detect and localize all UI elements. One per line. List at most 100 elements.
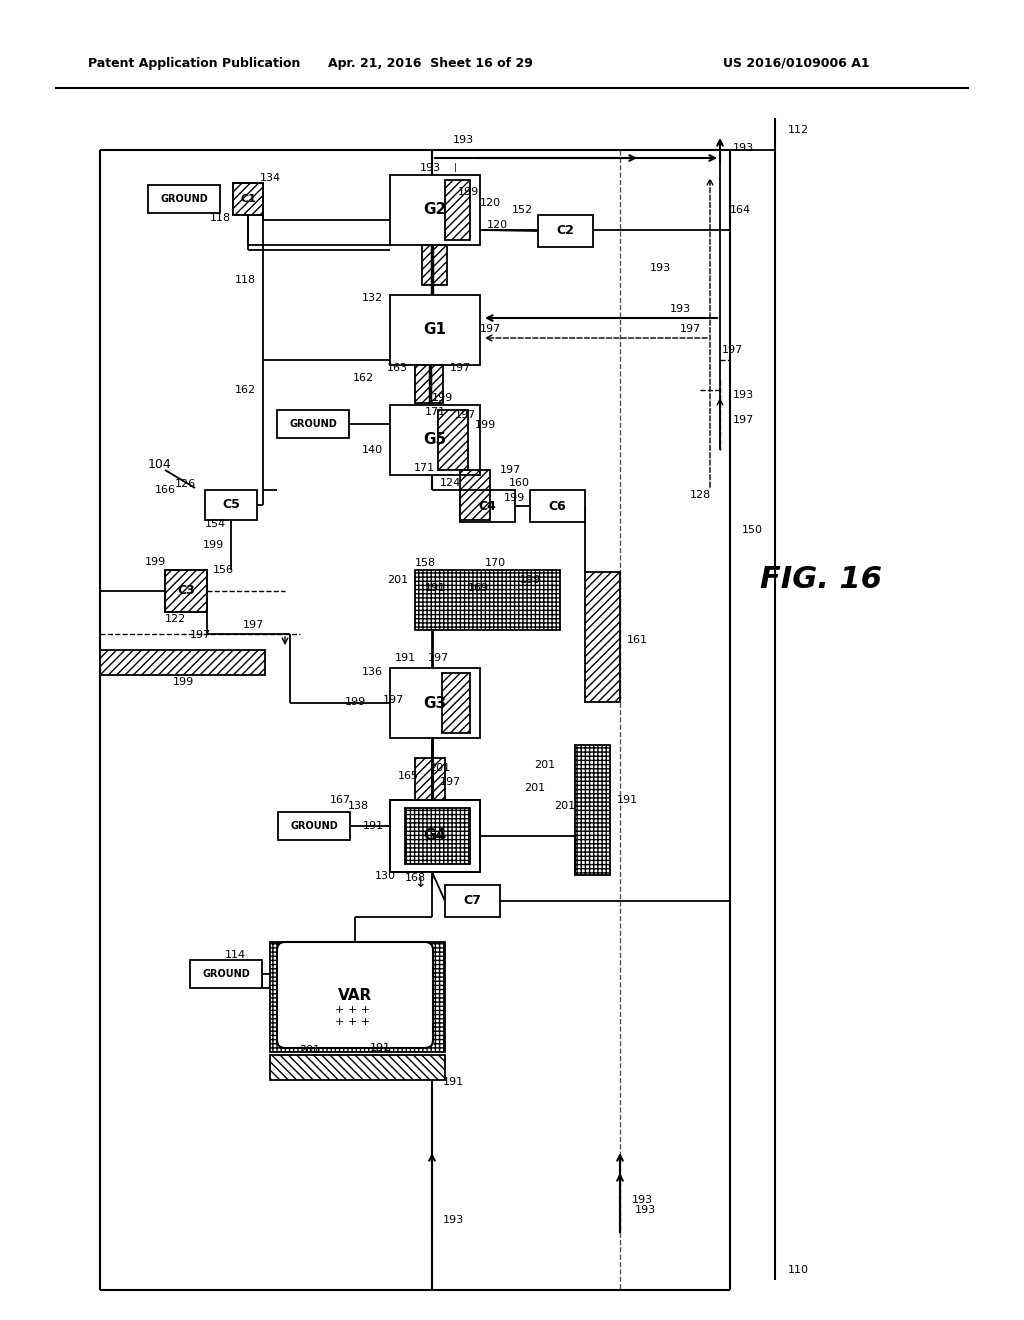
Text: + + +: + + + bbox=[336, 1016, 371, 1027]
Text: 162: 162 bbox=[352, 374, 374, 383]
Text: 197: 197 bbox=[680, 323, 701, 334]
Text: 160: 160 bbox=[509, 478, 530, 488]
Text: 110: 110 bbox=[788, 1265, 809, 1275]
Text: C4: C4 bbox=[478, 499, 497, 512]
Text: 169: 169 bbox=[467, 583, 488, 593]
Text: 134: 134 bbox=[259, 173, 281, 183]
Bar bbox=[270, 942, 445, 1052]
Bar bbox=[165, 570, 207, 612]
Text: 164: 164 bbox=[729, 205, 751, 215]
Text: 152: 152 bbox=[511, 205, 532, 215]
Text: 197: 197 bbox=[382, 696, 403, 705]
Bar bbox=[415, 366, 443, 403]
Bar bbox=[270, 1055, 445, 1080]
Text: 136: 136 bbox=[362, 667, 383, 677]
Text: 167: 167 bbox=[330, 795, 350, 805]
Bar bbox=[445, 884, 500, 917]
Text: 193: 193 bbox=[420, 162, 440, 173]
Text: Apr. 21, 2016  Sheet 16 of 29: Apr. 21, 2016 Sheet 16 of 29 bbox=[328, 57, 532, 70]
Text: C3: C3 bbox=[177, 585, 195, 598]
Bar bbox=[390, 294, 480, 366]
Text: 201: 201 bbox=[429, 763, 451, 774]
Bar bbox=[415, 570, 560, 630]
Text: 201: 201 bbox=[534, 760, 555, 770]
Bar bbox=[165, 570, 207, 612]
Bar bbox=[100, 649, 265, 675]
Bar bbox=[390, 405, 480, 475]
Text: C6: C6 bbox=[549, 499, 566, 512]
Text: 201: 201 bbox=[524, 783, 546, 793]
Text: 168: 168 bbox=[404, 873, 426, 883]
Text: 104: 104 bbox=[148, 458, 172, 471]
Text: 118: 118 bbox=[210, 213, 230, 223]
Text: 140: 140 bbox=[361, 445, 383, 455]
Text: C2: C2 bbox=[557, 224, 574, 238]
Text: 193: 193 bbox=[635, 1205, 656, 1214]
Text: 197: 197 bbox=[427, 653, 449, 663]
Bar bbox=[233, 183, 263, 215]
Text: 193: 193 bbox=[649, 263, 671, 273]
Text: 193: 193 bbox=[733, 389, 754, 400]
Text: 201: 201 bbox=[299, 1045, 321, 1055]
Bar bbox=[438, 411, 468, 470]
Text: G1: G1 bbox=[424, 322, 446, 338]
Text: 197: 197 bbox=[733, 414, 755, 425]
Text: 199: 199 bbox=[344, 697, 366, 708]
Text: ↓: ↓ bbox=[414, 876, 426, 890]
Text: 156: 156 bbox=[213, 565, 234, 576]
Text: 118: 118 bbox=[234, 275, 256, 285]
Text: 199: 199 bbox=[474, 420, 496, 430]
FancyBboxPatch shape bbox=[278, 942, 433, 1048]
Text: 197: 197 bbox=[189, 630, 211, 640]
Text: 193: 193 bbox=[632, 1195, 653, 1205]
Text: GROUND: GROUND bbox=[289, 418, 337, 429]
Text: C5: C5 bbox=[222, 499, 240, 511]
Text: 122: 122 bbox=[165, 614, 185, 624]
Text: 120: 120 bbox=[479, 198, 501, 209]
Text: G3: G3 bbox=[424, 696, 446, 710]
Text: 199: 199 bbox=[203, 540, 224, 550]
Bar bbox=[530, 490, 585, 521]
Text: 166: 166 bbox=[155, 484, 175, 495]
Text: 199: 199 bbox=[458, 187, 478, 197]
Bar bbox=[390, 800, 480, 873]
Text: 126: 126 bbox=[175, 479, 196, 488]
Text: G2: G2 bbox=[423, 202, 446, 218]
Text: 171: 171 bbox=[414, 463, 435, 473]
Text: 201: 201 bbox=[554, 801, 575, 810]
Bar bbox=[422, 246, 447, 285]
Text: 197: 197 bbox=[479, 323, 501, 334]
Bar bbox=[460, 470, 490, 520]
Bar bbox=[442, 673, 470, 733]
Text: 170: 170 bbox=[484, 558, 506, 568]
Text: GROUND: GROUND bbox=[290, 821, 338, 832]
Text: 112: 112 bbox=[788, 125, 809, 135]
Text: 197: 197 bbox=[439, 777, 461, 787]
Bar bbox=[460, 490, 515, 521]
Text: 132: 132 bbox=[361, 293, 383, 304]
Text: 191: 191 bbox=[362, 821, 384, 832]
Text: 197: 197 bbox=[500, 465, 520, 475]
Text: 163: 163 bbox=[387, 363, 408, 374]
Text: 199: 199 bbox=[144, 557, 166, 568]
Text: 120: 120 bbox=[486, 220, 508, 230]
Text: 171: 171 bbox=[424, 407, 445, 417]
Text: 199: 199 bbox=[172, 677, 194, 686]
Text: 165: 165 bbox=[397, 771, 419, 781]
Text: G5: G5 bbox=[424, 433, 446, 447]
Text: 191: 191 bbox=[443, 1077, 464, 1086]
Text: 158: 158 bbox=[415, 558, 436, 568]
Bar bbox=[538, 215, 593, 247]
Text: 197: 197 bbox=[722, 345, 743, 355]
Bar bbox=[390, 668, 480, 738]
Bar bbox=[390, 176, 480, 246]
Text: 130: 130 bbox=[375, 871, 395, 880]
Text: 193: 193 bbox=[443, 1214, 464, 1225]
Bar bbox=[190, 960, 262, 987]
Text: US 2016/0109006 A1: US 2016/0109006 A1 bbox=[723, 57, 870, 70]
Bar bbox=[390, 800, 480, 873]
Text: 191: 191 bbox=[617, 795, 638, 805]
Text: VAR: VAR bbox=[338, 987, 372, 1002]
Text: 114: 114 bbox=[224, 950, 246, 960]
Text: 201: 201 bbox=[387, 576, 408, 585]
